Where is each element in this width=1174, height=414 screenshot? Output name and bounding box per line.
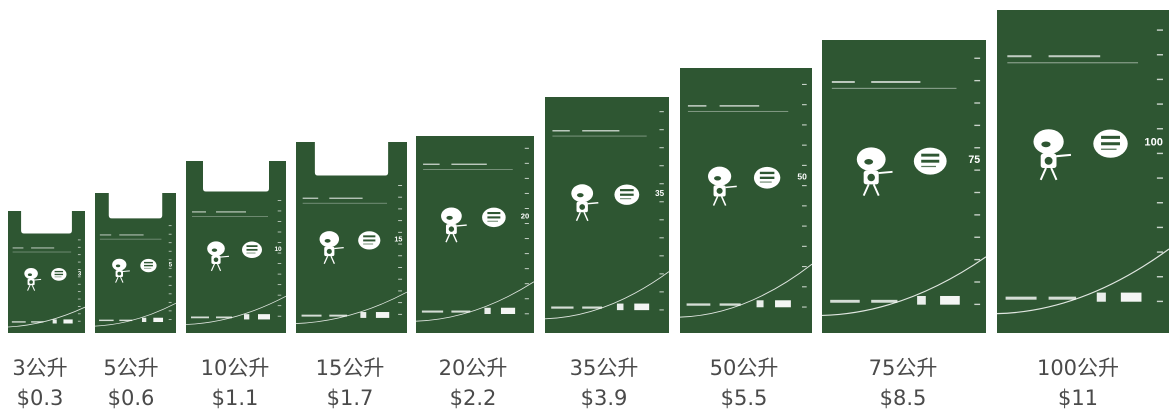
bag-body [416,136,534,333]
mascot-head [112,258,127,271]
bag-capacity-number: 5 [169,263,173,269]
bag-artwork: 100 [997,10,1169,333]
bag-35l: 35 [545,97,669,333]
bag-artwork: 3 [8,211,85,333]
bag-capacity-number: 100 [1144,137,1163,149]
bag-15l: 15 [296,142,407,333]
bag-label-3l: 3公升 $0.3 [12,355,67,411]
bag-label-50l: 50公升 $5.5 [710,355,779,411]
bag-capacity-number: 75 [968,154,980,166]
capacity-text: 50公升 [709,356,779,380]
bag-body [680,68,812,333]
bag-label-75l: 75公升 $8.5 [869,355,938,411]
qr-code [244,314,250,320]
barcode [940,295,960,305]
price-text: $8.5 [879,386,927,410]
bag-100l: 100 [997,10,1169,333]
mascot-head [441,207,462,225]
bag-capacity-number: 20 [521,212,529,221]
qr-code [484,307,491,314]
mascot-head [24,267,38,280]
mascot-head [1033,129,1064,155]
capacity-text: 3公升 [12,356,68,380]
bag-75l: 75 [822,40,986,333]
bag-body [186,161,286,333]
bag-artwork: 75 [822,40,986,333]
mascot-head [707,166,732,186]
qr-code [52,319,57,324]
qr-code [756,300,764,308]
bag-body [95,193,176,333]
price-text: $11 [1057,386,1099,410]
bag-label-100l: 100公升 $11 [1037,355,1119,411]
bag-body [296,142,407,333]
price-text: $1.1 [211,386,259,410]
bag-capacity-number: 3 [78,271,82,277]
mascot-head [207,241,225,256]
qr-code [360,312,367,318]
bag-label-35l: 35公升 $3.9 [570,355,639,411]
bag-label-20l: 20公升 $2.2 [439,355,508,411]
bag-20l: 20 [416,136,534,333]
qr-code [1096,292,1106,302]
capacity-text: 15公升 [315,356,385,380]
capacity-text: 5公升 [103,356,159,380]
bag-body [997,10,1169,333]
bag-5l: 5 [95,193,176,333]
bag-artwork: 20 [416,136,534,333]
barcode [1120,292,1142,302]
bag-capacity-number: 50 [797,171,807,181]
bag-label-5l: 5公升 $0.6 [103,355,158,411]
bag-10l: 10 [186,161,286,333]
price-text: $0.6 [107,386,155,410]
bag-capacity-number: 15 [394,236,402,244]
bag-body [545,97,669,333]
qr-code [616,303,624,311]
barcode [375,312,390,318]
bag-body [8,211,85,333]
barcode [634,303,650,311]
bag-capacity-number: 35 [655,189,664,198]
price-text: $2.2 [449,386,497,410]
mascot-head [856,147,886,172]
bag-50l: 50 [680,68,812,333]
bag-label-10l: 10公升 $1.1 [201,355,270,411]
price-text: $0.3 [16,386,64,410]
qr-code [917,295,926,305]
bag-capacity-number: 10 [274,246,282,253]
bag-artwork: 35 [545,97,669,333]
mascot-head [319,231,340,248]
price-text: $3.9 [580,386,628,410]
bag-label-15l: 15公升 $1.7 [316,355,385,411]
capacity-text: 20公升 [438,356,508,380]
barcode [500,307,516,314]
barcode [63,319,73,324]
mascot-head [571,184,594,203]
capacity-text: 75公升 [868,356,938,380]
capacity-text: 10公升 [200,356,270,380]
capacity-text: 35公升 [569,356,639,380]
bag-artwork: 5 [95,193,176,333]
barcode [258,314,270,320]
bag-artwork: 10 [186,161,286,333]
barcode [153,317,164,323]
qr-code [141,317,147,323]
bag-3l: 3 [8,211,85,333]
bag-artwork: 15 [296,142,407,333]
bag-artwork: 50 [680,68,812,333]
capacity-text: 100公升 [1036,356,1120,380]
price-text: $1.7 [326,386,374,410]
barcode [775,300,791,308]
bag-body [822,40,986,333]
price-text: $5.5 [720,386,768,410]
